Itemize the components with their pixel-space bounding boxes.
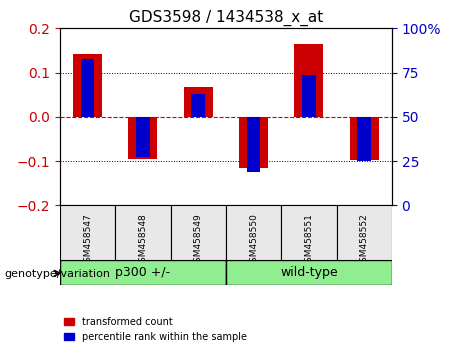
Legend: transformed count, percentile rank within the sample: transformed count, percentile rank withi… [60, 313, 250, 346]
Bar [73, 53, 102, 117]
Bar [302, 75, 316, 117]
FancyBboxPatch shape [171, 205, 226, 260]
FancyBboxPatch shape [226, 260, 392, 285]
Bar [183, 87, 213, 117]
FancyBboxPatch shape [115, 205, 171, 260]
Text: GSM458552: GSM458552 [360, 213, 369, 268]
Bar [136, 117, 150, 156]
Title: GDS3598 / 1434538_x_at: GDS3598 / 1434538_x_at [129, 9, 323, 25]
FancyBboxPatch shape [60, 205, 115, 260]
Bar [128, 117, 157, 159]
Text: GSM458551: GSM458551 [304, 213, 313, 268]
Text: GSM458550: GSM458550 [249, 213, 258, 268]
Bar [247, 117, 260, 172]
Text: GSM458548: GSM458548 [138, 213, 148, 268]
FancyBboxPatch shape [60, 260, 226, 285]
Text: GSM458547: GSM458547 [83, 213, 92, 268]
Bar [81, 59, 95, 117]
Bar [239, 117, 268, 168]
Text: wild-type: wild-type [280, 266, 337, 279]
Bar [294, 44, 323, 117]
Bar [357, 117, 371, 161]
Text: genotype/variation: genotype/variation [5, 269, 111, 279]
FancyBboxPatch shape [337, 205, 392, 260]
FancyBboxPatch shape [281, 205, 337, 260]
FancyBboxPatch shape [226, 205, 281, 260]
Bar [191, 94, 205, 117]
Bar [349, 117, 378, 160]
Text: p300 +/-: p300 +/- [115, 266, 171, 279]
Text: GSM458549: GSM458549 [194, 213, 203, 268]
